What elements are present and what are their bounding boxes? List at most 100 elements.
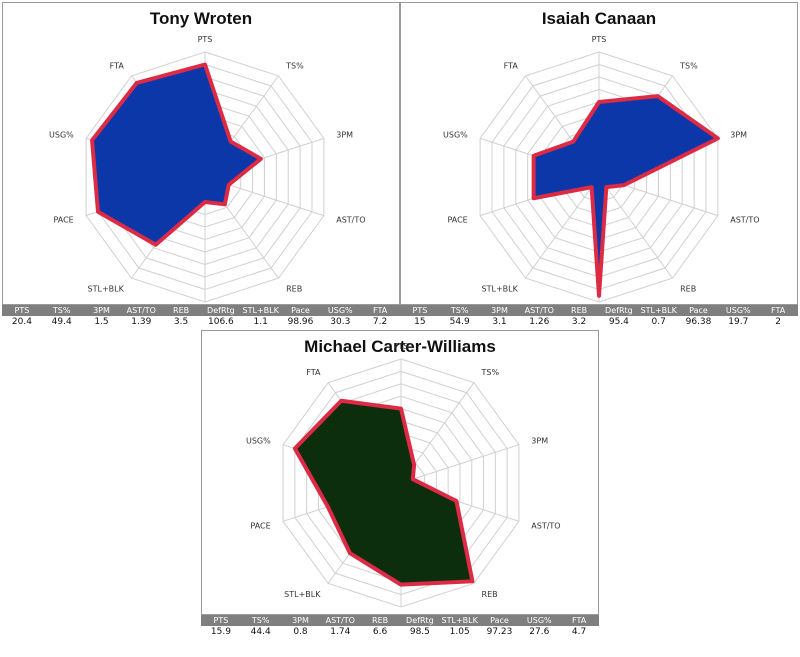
stats-value-usg: 19.7: [718, 316, 759, 328]
data-point-3pm: [259, 157, 263, 161]
axis-label-stl-blk: STL+BLK: [284, 590, 321, 599]
stats-value-3pm: 3.1: [479, 316, 520, 328]
stats-value-usg: 30.3: [320, 316, 361, 328]
stats-value-row: 15 54.9 3.1 1.26 3.2 95.4 0.7 96.38 19.7 2: [400, 316, 798, 328]
axis-label-ts: TS%: [481, 368, 500, 377]
axis-label-ts: TS%: [679, 61, 698, 70]
radar-chart-isaiah-canaan: PTSTS%3PMAST/TOREBDefRtgSTL+BLKPACEUSG%F…: [443, 35, 760, 303]
stats-table-isaiah-canaan: PTS TS% 3PM AST/TO REB DefRtg STL+BLK Pace USG% F…: [400, 305, 798, 328]
axis-label-pace: PACE: [53, 216, 73, 225]
data-point-ast-to: [622, 183, 626, 187]
stats-header-row: PTS TS% 3PM AST/TO REB DefRtg STL+BLK Pace USG% F…: [400, 305, 798, 316]
stats-header-ast-to: AST/TO: [320, 615, 361, 626]
stats-header-fta: FTA: [559, 615, 599, 626]
stats-value-pace: 98.96: [280, 316, 321, 328]
data-point-stl-blk: [154, 243, 158, 247]
stats-value-stl-blk: 0.7: [638, 316, 679, 328]
chart-title: Isaiah Canaan: [541, 9, 657, 28]
stats-value-fta: 4.7: [559, 626, 599, 638]
data-point-pace: [532, 196, 536, 200]
stats-header-reb: REB: [360, 615, 400, 626]
stats-header-fta: FTA: [360, 305, 400, 316]
data-point-stl-blk: [590, 185, 594, 189]
stats-value-fta: 7.2: [360, 316, 400, 328]
stats-header-row: PTS TS% 3PM AST/TO REB DefRtg STL+BLK Pace USG% F…: [2, 305, 400, 316]
stats-header-defrtg: DefRtg: [200, 305, 241, 316]
axis-label-stl-blk: STL+BLK: [482, 285, 519, 294]
stats-table-michael-carter-williams: PTS TS% 3PM AST/TO REB DefRtg STL+BLK Pace USG% F…: [201, 615, 599, 638]
data-point-fta: [339, 399, 343, 403]
radar-panel-isaiah-canaan: Isaiah Canaan PTSTS%3PMAST/TOREBDefRtgST…: [400, 2, 798, 305]
data-point-fta: [135, 81, 139, 85]
axis-label-fta: FTA: [306, 368, 321, 377]
stats-header-pace: Pace: [678, 305, 719, 316]
stats-value-pace: 96.38: [678, 316, 719, 328]
stats-header-stl-blk: STL+BLK: [638, 305, 679, 316]
stats-value-ast-to: 1.74: [320, 626, 361, 638]
stats-header-usg: USG%: [519, 615, 560, 626]
stats-header-defrtg: DefRtg: [399, 615, 440, 626]
axis-label-usg: USG%: [246, 437, 271, 446]
stats-header-ts: TS%: [240, 615, 281, 626]
data-point-ts: [229, 140, 233, 144]
stats-header-ast-to: AST/TO: [519, 305, 560, 316]
stats-value-reb: 3.2: [559, 316, 599, 328]
axis-label-reb: REB: [482, 590, 498, 599]
axis-spoke: [525, 176, 600, 279]
data-point-usg: [90, 138, 94, 142]
stats-value-ts: 44.4: [240, 626, 281, 638]
stats-header-ts: TS%: [439, 305, 480, 316]
axis-label-reb: REB: [286, 285, 302, 294]
stats-value-pace: 97.23: [479, 626, 520, 638]
radar-chart-michael-carter-williams: PTSTS%3PMAST/TOREBDefRtgSTL+BLKPACEUSG%F…: [246, 342, 561, 608]
stats-header-stl-blk: STL+BLK: [240, 305, 281, 316]
axis-label-usg: USG%: [49, 130, 74, 139]
stats-value-ast-to: 1.26: [519, 316, 560, 328]
stats-value-reb: 3.5: [161, 316, 201, 328]
stats-value-fta: 2: [758, 316, 798, 328]
data-point-reb: [470, 579, 474, 583]
data-point-ts: [656, 94, 660, 98]
axis-label-3pm: 3PM: [531, 437, 548, 446]
stats-header-pts: PTS: [201, 615, 241, 626]
stats-header-ast-to: AST/TO: [121, 305, 162, 316]
stats-header-pace: Pace: [479, 615, 520, 626]
stats-table-tony-wroten: PTS TS% 3PM AST/TO REB DefRtg STL+BLK Pace USG% F…: [2, 305, 400, 328]
stats-header-ts: TS%: [41, 305, 82, 316]
data-point-pts: [399, 407, 403, 411]
axis-label-stl-blk: STL+BLK: [88, 285, 125, 294]
data-point-ast-to: [454, 499, 458, 503]
data-point-defrtg: [203, 200, 207, 204]
stats-value-pts: 15: [400, 316, 440, 328]
stats-value-defrtg: 98.5: [399, 626, 440, 638]
axis-label-usg: USG%: [443, 130, 468, 139]
axis-label-fta: FTA: [504, 61, 519, 70]
data-point-pts: [597, 100, 601, 104]
axis-label-3pm: 3PM: [730, 130, 747, 139]
axis-label-pace: PACE: [250, 521, 270, 530]
stats-value-pts: 20.4: [2, 316, 42, 328]
data-point-stl-blk: [348, 551, 352, 555]
stats-value-defrtg: 95.4: [598, 316, 639, 328]
data-point-usg: [532, 154, 536, 158]
stats-value-ts: 54.9: [439, 316, 480, 328]
chart-title: Tony Wroten: [149, 9, 253, 28]
axis-label-ts: TS%: [285, 61, 304, 70]
stats-header-reb: REB: [161, 305, 201, 316]
axis-spoke: [598, 176, 673, 279]
stats-header-row: PTS TS% 3PM AST/TO REB DefRtg STL+BLK Pace USG% F…: [201, 615, 599, 626]
stats-value-usg: 27.6: [519, 626, 560, 638]
stats-value-reb: 6.6: [360, 626, 400, 638]
axis-spoke: [400, 444, 520, 484]
data-point-defrtg: [399, 583, 403, 587]
data-point-pace: [326, 505, 330, 509]
data-point-pace: [96, 210, 100, 214]
axis-label-pts: PTS: [394, 342, 409, 351]
stats-header-reb: REB: [559, 305, 599, 316]
axis-label-reb: REB: [680, 285, 696, 294]
data-series-polygon: [292, 398, 475, 587]
stats-header-3pm: 3PM: [81, 305, 122, 316]
stats-value-row: 15.9 44.4 0.8 1.74 6.6 98.5 1.05 97.23 27.6 4.7: [201, 626, 599, 638]
chart-title: Michael Carter-Williams: [304, 337, 496, 356]
stats-header-pts: PTS: [2, 305, 42, 316]
